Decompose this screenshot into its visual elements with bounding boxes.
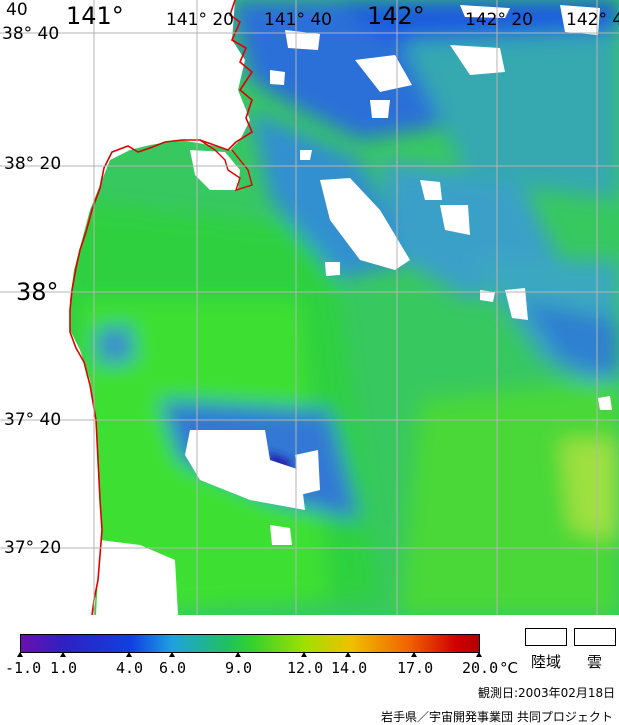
credit-text: 岩手県／宇宙開発事業団 共同プロジェクト xyxy=(381,710,613,724)
legend-cloud-swatch xyxy=(574,628,616,646)
lon-label-141-20: 141° 20 xyxy=(166,10,234,30)
colorbar-label: -1.0 xyxy=(5,659,42,677)
legend-cloud-label: 雲 xyxy=(587,653,603,671)
lon-label-142-00: 142° xyxy=(367,2,425,30)
lon-label-141-00: 141° xyxy=(66,2,124,30)
colorbar-label: 4.0 xyxy=(116,659,144,677)
colorbar-tick xyxy=(301,652,307,657)
colorbar-label: 1.0 xyxy=(50,659,78,677)
coastline-bay xyxy=(199,139,253,192)
lat-label-38-20: 38° 20 xyxy=(4,154,62,174)
land-area-3 xyxy=(190,150,240,190)
colorbar-tick xyxy=(126,652,132,657)
legend-land-label: 陸域 xyxy=(531,653,562,671)
lon-label-141-40: 141° 40 xyxy=(264,10,332,30)
colorbar-tick xyxy=(17,652,23,657)
legend-land-swatch xyxy=(525,628,567,646)
coastline xyxy=(69,0,254,615)
sst-map xyxy=(0,0,619,615)
colorbar-tick xyxy=(411,652,417,657)
colorbar-label: 6.0 xyxy=(159,659,187,677)
lon-label-142-40: 142° 4 xyxy=(566,10,619,30)
colorbar-tick xyxy=(235,652,241,657)
colorbar-label: 12.0 xyxy=(287,659,324,677)
land-area xyxy=(0,0,250,615)
lat-label-38-40: 38° 40 xyxy=(2,24,60,44)
colorbar-label: 20.0 xyxy=(462,659,499,677)
graticule xyxy=(0,0,619,615)
colorbar-tick xyxy=(345,652,351,657)
colorbar-label: 17.0 xyxy=(397,659,434,677)
lat-label-37-40: 37° 40 xyxy=(4,410,62,430)
observation-date: 観測日:2003年02月18日 xyxy=(478,686,616,700)
colorbar-tick xyxy=(60,652,66,657)
lon-label-142-20: 142° 20 xyxy=(465,10,533,30)
colorbar-label: 9.0 xyxy=(225,659,253,677)
land-area-2 xyxy=(96,540,178,615)
colorbar-label: 14.0 xyxy=(331,659,368,677)
lat-label-37-20: 37° 20 xyxy=(4,538,62,558)
colorbar-tick xyxy=(169,652,175,657)
corner-label: 40 xyxy=(6,0,28,20)
temperature-colorbar xyxy=(20,634,480,653)
colorbar-tick xyxy=(476,652,482,657)
lat-label-38-00: 38° xyxy=(16,278,59,306)
colorbar-unit: °C xyxy=(500,659,518,677)
